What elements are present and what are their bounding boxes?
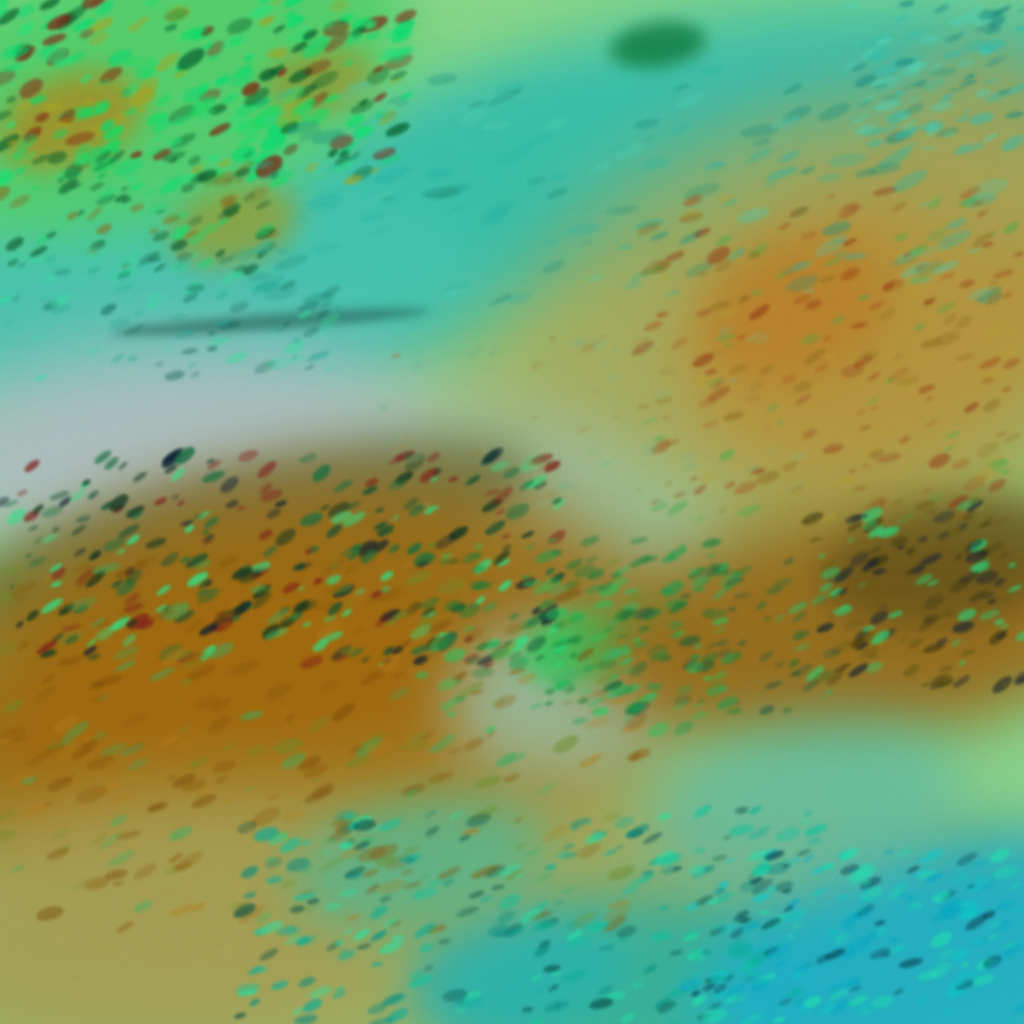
false-color-satellite-image xyxy=(0,0,1024,1024)
fine-grain-overlay xyxy=(0,0,1024,1024)
scene-canvas xyxy=(0,0,1024,1024)
